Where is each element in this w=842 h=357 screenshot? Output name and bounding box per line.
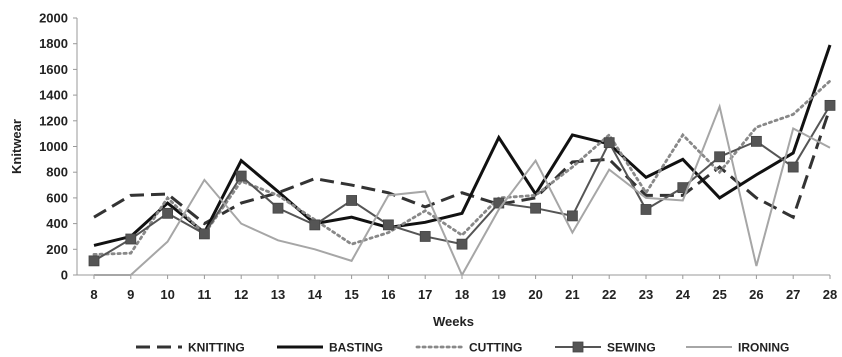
- x-axis-title: Weeks: [433, 314, 474, 329]
- series-line-knitting: [93, 107, 832, 226]
- data-point-sewing: [751, 135, 762, 147]
- x-tick-label: 23: [639, 287, 653, 302]
- legend-label: BASTING: [329, 341, 383, 355]
- legend-item-sewing: SEWING: [555, 341, 656, 355]
- y-tick-label: 200: [46, 242, 68, 257]
- y-axis-ticks: 0 200 400 600 800 1000 1200 1400 1600 1800 2000: [39, 11, 77, 283]
- data-point-sewing: [88, 255, 100, 267]
- legend-label: KNITTING: [188, 341, 245, 355]
- legend-item-basting: BASTING: [277, 341, 383, 355]
- data-point-sewing: [714, 151, 725, 163]
- data-point-sewing: [162, 207, 174, 219]
- x-tick-label: 9: [127, 287, 134, 302]
- x-tick-label: 10: [160, 287, 174, 302]
- y-tick-label: 0: [61, 268, 68, 283]
- data-point-sewing: [493, 197, 505, 209]
- x-tick-label: 12: [234, 287, 248, 302]
- data-point-sewing: [272, 202, 284, 214]
- data-point-sewing: [125, 233, 137, 245]
- data-point-sewing: [787, 161, 799, 173]
- legend: KNITTING BASTING CUTTING SEWING IRONING: [136, 341, 789, 355]
- data-point-sewing: [640, 204, 652, 215]
- series-line-ironing: [94, 103, 831, 278]
- data-point-sewing: [346, 195, 358, 206]
- x-axis-ticks: 8 9 10 11 12 13 14 15 16 17 18 19 20 21 22 23 24 25 26 27 28: [90, 275, 837, 302]
- series-basting: [93, 44, 832, 247]
- data-point-sewing: [382, 219, 394, 231]
- data-point-sewing: [456, 238, 468, 250]
- y-tick-label: 600: [46, 190, 68, 205]
- legend-item-ironing: IRONING: [686, 341, 789, 355]
- x-tick-label: 13: [271, 287, 285, 302]
- x-tick-label: 27: [786, 287, 800, 302]
- legend-item-cutting: CUTTING: [415, 341, 522, 355]
- series-ironing: [94, 103, 831, 278]
- legend-label: IRONING: [738, 341, 789, 355]
- data-point-sewing: [309, 219, 321, 231]
- series-knitting: [93, 107, 832, 226]
- x-tick-label: 28: [823, 287, 837, 302]
- x-tick-label: 15: [344, 287, 358, 302]
- y-axis-title: Knitwear: [9, 119, 24, 174]
- x-tick-label: 8: [90, 287, 97, 302]
- data-point-sewing: [567, 210, 578, 222]
- x-tick-label: 18: [455, 287, 469, 302]
- legend-label: SEWING: [607, 341, 656, 355]
- y-tick-label: 800: [46, 165, 68, 180]
- series-layer: [88, 44, 836, 278]
- y-tick-label: 400: [46, 216, 68, 231]
- legend-label: CUTTING: [469, 341, 522, 355]
- legend-marker: [572, 341, 584, 353]
- x-tick-label: 16: [381, 287, 395, 302]
- x-tick-label: 14: [308, 287, 323, 302]
- data-point-sewing: [419, 231, 431, 242]
- x-tick-label: 26: [749, 287, 763, 302]
- x-tick-label: 25: [712, 287, 726, 302]
- x-tick-label: 24: [676, 287, 691, 302]
- x-tick-label: 21: [565, 287, 579, 302]
- legend-item-knitting: KNITTING: [136, 341, 245, 355]
- data-point-sewing: [235, 170, 247, 182]
- data-point-sewing: [198, 228, 210, 240]
- x-tick-label: 20: [528, 287, 542, 302]
- y-tick-label: 1800: [39, 36, 68, 51]
- y-tick-label: 1400: [39, 88, 68, 103]
- data-point-sewing: [603, 137, 615, 149]
- axes: [76, 18, 830, 276]
- y-tick-label: 1600: [39, 62, 68, 77]
- data-point-sewing: [530, 202, 541, 214]
- series-line-basting: [93, 44, 832, 247]
- data-point-sewing: [824, 99, 836, 111]
- y-tick-label: 2000: [39, 11, 68, 26]
- series-sewing: [88, 99, 836, 267]
- y-tick-label: 1000: [39, 139, 68, 154]
- x-tick-label: 19: [492, 287, 506, 302]
- y-tick-label: 1200: [39, 113, 68, 128]
- x-tick-label: 22: [602, 287, 616, 302]
- x-tick-label: 17: [418, 287, 432, 302]
- x-tick-label: 11: [198, 287, 212, 302]
